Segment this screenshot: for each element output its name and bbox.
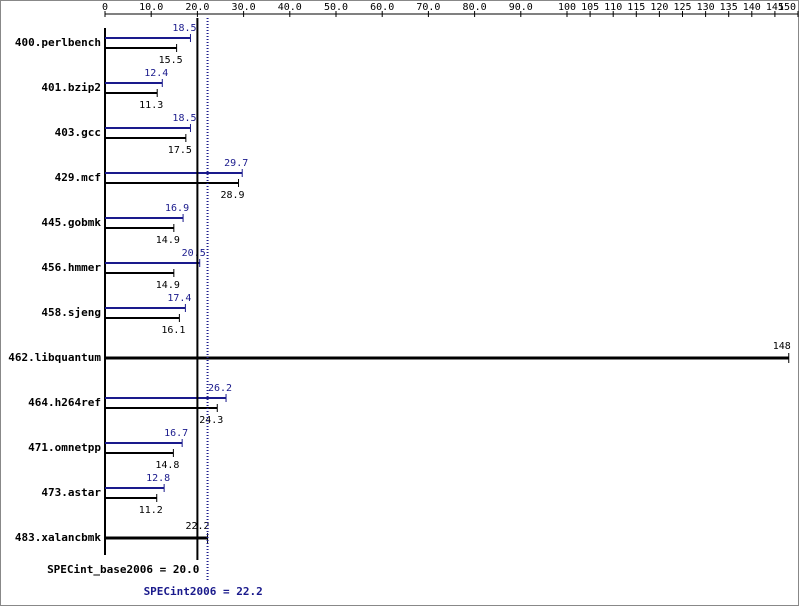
bar <box>105 137 186 139</box>
category-label: 400.perlbench <box>15 36 101 49</box>
value-label: 16.9 <box>165 203 189 214</box>
x-tick-label: 50.0 <box>324 2 348 13</box>
x-tick-label: 135 <box>720 2 738 13</box>
bar <box>105 397 227 399</box>
x-tick-label: 100 <box>558 2 576 13</box>
bar <box>105 452 174 454</box>
category-label: 464.h264ref <box>28 396 101 409</box>
value-label: 18.5 <box>172 23 196 34</box>
value-label: 29.7 <box>224 158 248 169</box>
x-tick-label: 110 <box>604 2 622 13</box>
value-label: 18.5 <box>172 113 196 124</box>
value-label: 12.4 <box>144 68 168 79</box>
value-label: 11.2 <box>139 505 163 516</box>
value-label: 17.5 <box>168 145 192 156</box>
category-label: 471.omnetpp <box>28 441 101 454</box>
reference-label: SPECint_base2006 = 20.0 <box>47 563 199 576</box>
x-tick-label: 115 <box>627 2 645 13</box>
bar <box>105 37 191 39</box>
category-label: 401.bzip2 <box>41 81 101 94</box>
x-tick-label: 90.0 <box>509 2 533 13</box>
bar <box>105 442 183 444</box>
bar <box>105 487 165 489</box>
bar <box>105 182 239 184</box>
x-tick-label: 80.0 <box>463 2 487 13</box>
bar <box>105 262 200 264</box>
bar <box>105 536 208 540</box>
x-tick-label: 40.0 <box>278 2 302 13</box>
bar <box>105 317 180 319</box>
value-label: 20.5 <box>182 248 206 259</box>
x-tick-label: 145 <box>766 2 784 13</box>
category-label: 483.xalancbmk <box>15 531 101 544</box>
category-label: 473.astar <box>41 486 101 499</box>
category-label: 445.gobmk <box>41 216 101 229</box>
category-label: 458.sjeng <box>41 306 101 319</box>
bar <box>105 497 157 499</box>
value-label: 17.4 <box>167 293 191 304</box>
x-tick-label: 70.0 <box>416 2 440 13</box>
bar <box>105 127 191 129</box>
x-tick-label: 120 <box>650 2 668 13</box>
value-label: 26.2 <box>208 383 232 394</box>
value-label: 148 <box>773 341 791 352</box>
x-tick-label: 140 <box>743 2 761 13</box>
category-label: 456.hmmer <box>41 261 101 274</box>
category-label: 403.gcc <box>55 126 101 139</box>
bar <box>105 407 218 409</box>
category-label: 462.libquantum <box>8 351 101 364</box>
bar <box>105 307 186 309</box>
value-label: 14.9 <box>156 280 180 291</box>
bar <box>105 47 177 49</box>
value-label: 24.3 <box>199 415 223 426</box>
x-tick-label: 125 <box>673 2 691 13</box>
bar <box>105 356 789 360</box>
value-label: 11.3 <box>139 100 163 111</box>
bar <box>105 92 158 94</box>
value-label: 28.9 <box>220 190 244 201</box>
category-label: 429.mcf <box>55 171 101 184</box>
x-tick-label: 60.0 <box>370 2 394 13</box>
x-tick-label: 20.0 <box>185 2 209 13</box>
value-label: 14.9 <box>156 235 180 246</box>
x-tick-label: 130 <box>697 2 715 13</box>
x-tick-label: 10.0 <box>139 2 163 13</box>
x-tick-label: 30.0 <box>232 2 256 13</box>
value-label: 14.8 <box>155 460 179 471</box>
bar <box>105 172 243 174</box>
bar <box>105 227 174 229</box>
bar <box>105 217 184 219</box>
x-tick-label: 150 <box>778 2 796 13</box>
value-label: 16.1 <box>161 325 185 336</box>
x-tick-label: 0 <box>102 2 108 13</box>
bar <box>105 272 174 274</box>
bar <box>105 82 163 84</box>
x-tick-label: 105 <box>581 2 599 13</box>
value-label: 12.8 <box>146 473 170 484</box>
value-label: 15.5 <box>159 55 183 66</box>
reference-label: SPECint2006 = 22.2 <box>144 585 263 598</box>
value-label: 16.7 <box>164 428 188 439</box>
